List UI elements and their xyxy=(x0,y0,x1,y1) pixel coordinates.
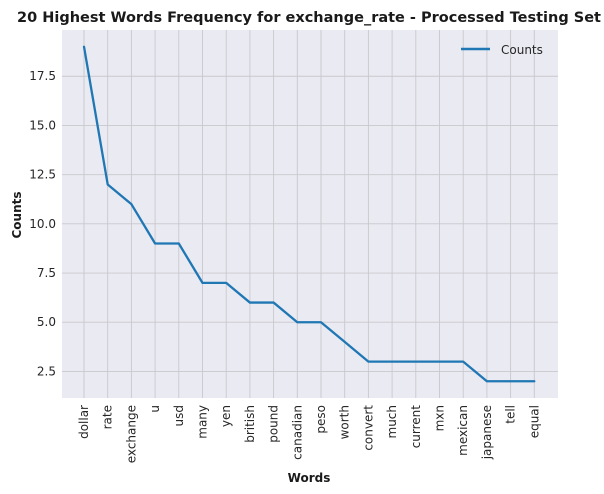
x-tick-label: canadian xyxy=(290,405,304,460)
x-tick-label: many xyxy=(196,405,210,439)
x-tick-label: convert xyxy=(361,405,375,451)
x-tick-label: pound xyxy=(267,405,281,443)
series-layer xyxy=(82,45,536,383)
x-tick-label: mexican xyxy=(456,405,470,456)
x-tick-label: u xyxy=(148,405,162,413)
x-tick-labels: dollar rate exchange u usd many yen british poun… xyxy=(77,405,541,464)
x-tick-label: usd xyxy=(172,405,186,426)
legend-label-counts: Counts xyxy=(501,43,543,57)
x-tick-label: rate xyxy=(101,405,115,429)
legend: Counts xyxy=(461,43,543,57)
x-tick-label: japanese xyxy=(480,405,494,460)
x-tick-label: mxn xyxy=(433,405,447,431)
x-tick-label: worth xyxy=(338,405,352,439)
y-tick-label: 2.5 xyxy=(37,364,56,378)
y-tick-labels: 2.5 5.0 7.5 10.0 12.5 15.0 17.5 xyxy=(29,69,56,378)
x-tick-label: yen xyxy=(219,405,233,427)
y-axis-label: Counts xyxy=(10,191,24,238)
y-tick-label: 12.5 xyxy=(29,168,56,182)
y-tick-label: 15.0 xyxy=(29,118,56,132)
y-tick-label: 17.5 xyxy=(29,69,56,83)
series-line-counts xyxy=(82,45,536,383)
x-tick-label: dollar xyxy=(77,405,91,439)
y-tick-label: 10.0 xyxy=(29,217,56,231)
plot-area xyxy=(62,30,558,398)
chart-title: 20 Highest Words Frequency for exchange_… xyxy=(17,10,601,26)
y-tick-label: 5.0 xyxy=(37,315,56,329)
x-tick-label: british xyxy=(243,405,257,443)
x-tick-label: tell xyxy=(504,405,518,424)
x-tick-label: peso xyxy=(314,405,328,434)
x-gridlines xyxy=(83,30,535,398)
x-tick-label: much xyxy=(385,405,399,439)
y-tick-label: 7.5 xyxy=(37,266,56,280)
x-tick-label: exchange xyxy=(124,405,138,463)
x-tick-label: current xyxy=(409,405,423,449)
x-axis-label: Words xyxy=(288,471,331,485)
x-tick-label: equal xyxy=(527,405,541,438)
